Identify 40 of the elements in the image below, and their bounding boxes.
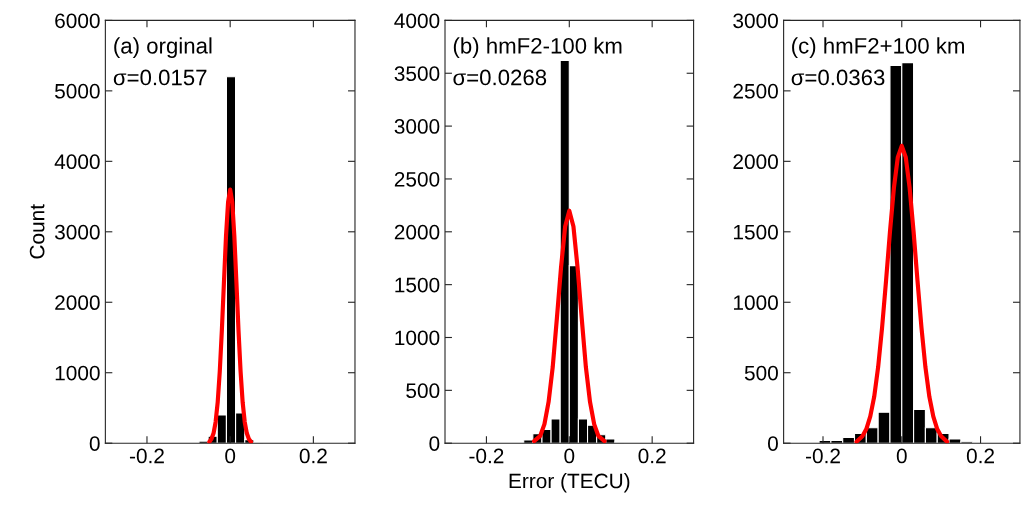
x-axis-title: Error (TECU) [509,473,630,493]
y-tick-label: 3000 [54,224,100,240]
x-tick-label: 0.2 [966,448,994,464]
x-tick-label: -0.2 [469,448,504,464]
annotation: (b) hmF2-100 km [453,37,622,59]
y-tick-label: 4000 [54,154,100,170]
x-tick-label: -0.2 [129,448,164,464]
y-tick-label: 6000 [55,13,100,29]
y-tick-label: 2500 [394,171,440,187]
y-tick-label: 1000 [395,330,440,346]
annotation: σ=0.0157 [113,69,207,86]
y-tick-label: 0 [89,436,100,451]
y-tick-label: 0 [429,436,440,451]
y-tick-label: 2500 [733,83,778,99]
y-tick-label: 2000 [394,224,440,240]
annotation: (c) hmF2+100 km [792,37,964,59]
y-tick-label: 3500 [394,66,440,81]
y-tick-label: 4000 [394,13,440,29]
x-tick-label: 0.2 [299,448,327,464]
y-tick-label: 1500 [734,224,778,240]
y-tick-label: 500 [744,365,778,381]
y-tick-label: 1000 [55,365,100,381]
y-tick-label: 1000 [734,295,778,311]
y-tick-label: 500 [406,383,440,399]
x-tick-label: 0 [896,448,907,464]
annotation: σ=0.0268 [453,69,547,86]
x-tick-label: 0 [564,448,575,464]
y-tick-label: 0 [767,436,778,451]
y-axis-title: Count [29,204,45,259]
x-tick-label: 0.2 [638,448,666,464]
annotation: σ=0.0363 [791,69,885,86]
y-tick-label: 3000 [733,13,778,29]
y-tick-label: 1500 [395,277,440,293]
y-tick-label: 3000 [394,119,440,134]
annotation: (a) orginal [114,37,212,59]
y-tick-label: 5000 [55,83,100,99]
x-tick-label: -0.2 [805,448,840,464]
x-tick-label: 0 [225,448,236,464]
y-tick-label: 2000 [55,295,100,311]
y-tick-label: 2000 [733,154,778,170]
